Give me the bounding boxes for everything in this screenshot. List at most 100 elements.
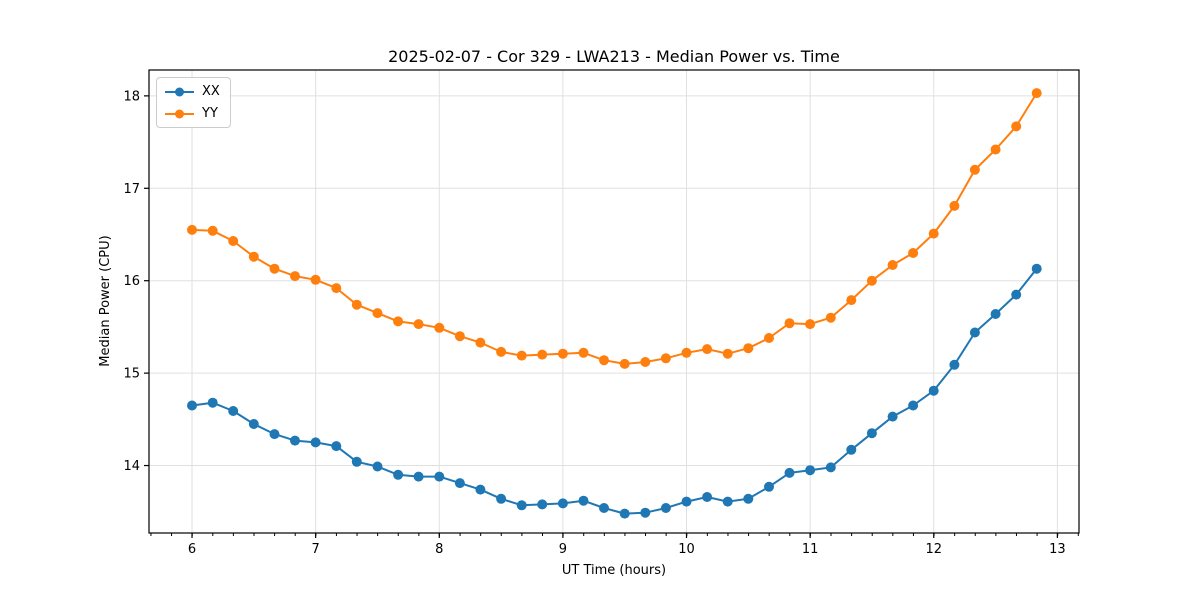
- x-tick-label: 6: [188, 542, 196, 557]
- data-point-yy: [660, 353, 671, 364]
- legend-swatch-yy-icon: [165, 109, 194, 118]
- legend-label-xx: XX: [202, 84, 220, 99]
- data-point-xx: [187, 400, 197, 411]
- data-point-yy: [351, 299, 362, 310]
- data-point-xx: [269, 429, 280, 440]
- x-tick-label: 12: [925, 542, 942, 557]
- data-point-yy: [496, 346, 507, 357]
- data-point-yy: [331, 283, 342, 294]
- data-point-yy: [372, 308, 383, 319]
- chart-title: 2025-02-07 - Cor 329 - LWA213 - Median P…: [388, 47, 840, 66]
- data-point-xx: [1031, 263, 1042, 274]
- data-point-yy: [681, 347, 692, 358]
- data-point-xx: [207, 397, 218, 408]
- axes-background: [149, 70, 1079, 533]
- legend-entry-xx: XX: [164, 82, 220, 101]
- data-point-yy: [413, 319, 424, 330]
- data-point-xx: [351, 456, 362, 467]
- data-point-yy: [1031, 88, 1042, 99]
- data-point-xx: [825, 462, 836, 473]
- data-point-xx: [393, 469, 404, 480]
- data-point-xx: [228, 406, 239, 416]
- data-point-xx: [928, 385, 939, 396]
- data-point-xx: [660, 503, 671, 513]
- data-point-xx: [619, 508, 630, 519]
- data-point-yy: [764, 333, 774, 343]
- data-point-yy: [928, 228, 939, 239]
- data-point-yy: [702, 344, 713, 355]
- data-point-xx: [702, 492, 713, 502]
- data-point-yy: [846, 295, 857, 306]
- data-point-yy: [722, 348, 733, 359]
- data-point-yy: [248, 251, 259, 262]
- data-point-yy: [310, 274, 321, 285]
- data-point-yy: [784, 318, 795, 329]
- data-point-yy: [434, 322, 445, 333]
- data-point-xx: [846, 444, 857, 455]
- data-point-xx: [764, 481, 774, 492]
- data-point-xx: [949, 359, 960, 370]
- data-point-yy: [599, 355, 609, 366]
- data-point-yy: [290, 271, 300, 282]
- x-tick-label: 11: [802, 542, 819, 557]
- data-point-xx: [640, 507, 651, 518]
- x-tick-label: 13: [1049, 542, 1066, 557]
- data-point-yy: [743, 343, 754, 354]
- data-point-yy: [516, 350, 527, 361]
- data-point-yy: [557, 348, 568, 359]
- y-tick-label: 14: [123, 459, 140, 474]
- legend-entry-yy: YY: [164, 104, 220, 123]
- x-tick-label: 8: [435, 542, 443, 557]
- data-point-xx: [248, 419, 259, 429]
- y-tick-label: 17: [123, 182, 140, 197]
- data-point-yy: [969, 164, 980, 175]
- x-tick-label: 9: [559, 542, 567, 557]
- data-point-xx: [805, 465, 816, 476]
- data-point-xx: [454, 478, 465, 489]
- data-point-xx: [413, 471, 424, 482]
- y-tick-label: 15: [123, 367, 140, 382]
- data-point-yy: [990, 144, 1001, 155]
- legend: XX YY: [156, 77, 231, 128]
- data-point-xx: [866, 428, 877, 439]
- data-point-yy: [805, 319, 816, 330]
- data-point-xx: [1011, 289, 1022, 300]
- data-point-yy: [207, 225, 218, 236]
- data-point-yy: [619, 358, 630, 369]
- x-tick-label: 7: [312, 542, 320, 557]
- data-point-xx: [496, 493, 507, 504]
- data-point-yy: [393, 316, 404, 327]
- data-point-yy: [454, 331, 465, 342]
- data-point-xx: [557, 498, 568, 509]
- data-point-yy: [949, 200, 960, 211]
- y-tick-label: 18: [123, 89, 140, 104]
- data-point-xx: [372, 461, 383, 472]
- data-point-xx: [681, 496, 692, 507]
- data-point-xx: [990, 309, 1001, 319]
- data-point-xx: [722, 496, 733, 507]
- data-point-yy: [908, 248, 919, 258]
- data-point-xx: [434, 471, 445, 482]
- data-point-yy: [187, 224, 197, 235]
- data-point-xx: [537, 499, 548, 510]
- data-point-xx: [784, 467, 795, 478]
- data-point-xx: [331, 441, 342, 452]
- data-point-yy: [887, 260, 898, 270]
- data-point-yy: [578, 347, 589, 358]
- data-point-yy: [475, 337, 486, 348]
- data-point-xx: [599, 503, 609, 513]
- legend-label-yy: YY: [202, 106, 218, 121]
- axes-spines: [148, 69, 1080, 534]
- data-point-yy: [825, 312, 836, 323]
- data-point-xx: [969, 327, 980, 338]
- data-point-yy: [228, 236, 239, 246]
- data-point-xx: [516, 500, 527, 511]
- data-point-xx: [310, 437, 321, 448]
- data-point-yy: [1011, 121, 1022, 132]
- data-point-yy: [640, 357, 651, 367]
- x-tick-label: 10: [678, 542, 695, 557]
- legend-swatch-xx-icon: [165, 87, 194, 96]
- data-point-xx: [887, 411, 898, 422]
